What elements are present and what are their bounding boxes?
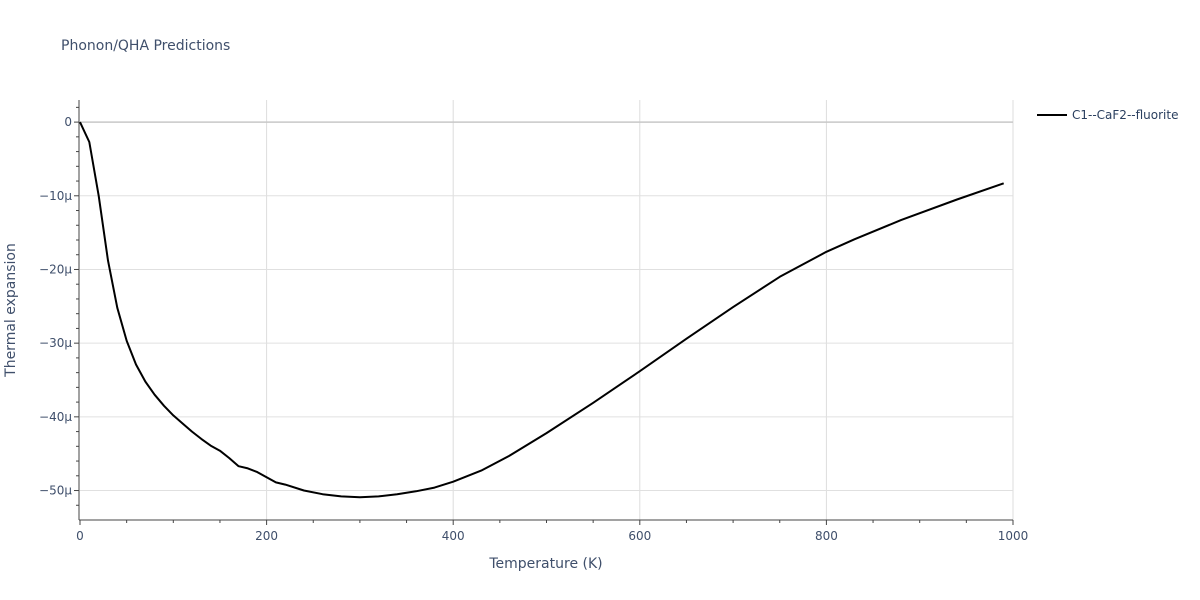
x-tick-label: 800 bbox=[815, 529, 838, 543]
x-tick-label: 200 bbox=[255, 529, 278, 543]
y-axis-title: Thermal expansion bbox=[3, 243, 19, 378]
y-tick-label: −10μ bbox=[39, 189, 72, 203]
y-tick-label: 0 bbox=[64, 115, 72, 129]
axes bbox=[74, 100, 1014, 525]
y-tick-label: −20μ bbox=[39, 262, 72, 276]
x-tick-label: 600 bbox=[628, 529, 651, 543]
ticks: 0 200 400 600 800 1000 0 −10μ −20μ −30μ −40μ −50μ bbox=[39, 115, 1028, 543]
x-tick-label: 1000 bbox=[998, 529, 1029, 543]
y-tick-label: −40μ bbox=[39, 410, 72, 424]
x-tick-label: 0 bbox=[76, 529, 84, 543]
series-line bbox=[79, 121, 1005, 499]
plot-area bbox=[79, 121, 1005, 499]
x-tick-label: 400 bbox=[442, 529, 465, 543]
grid bbox=[80, 100, 1014, 520]
chart-title: Phonon/QHA Predictions bbox=[61, 38, 230, 54]
legend-label: C1--CaF2--fluorite bbox=[1072, 108, 1178, 122]
y-tick-label: −30μ bbox=[39, 336, 72, 350]
y-tick-label: −50μ bbox=[39, 484, 72, 498]
legend[interactable]: C1--CaF2--fluorite bbox=[1037, 108, 1178, 122]
x-axis-title: Temperature (K) bbox=[488, 556, 602, 572]
